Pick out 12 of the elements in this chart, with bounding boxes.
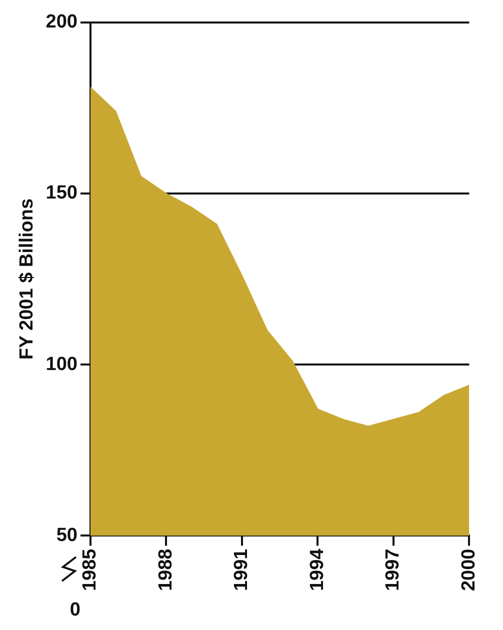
y-tick-label: 100 xyxy=(46,354,78,375)
text: 0 xyxy=(70,600,80,621)
x-tick-label: 1994 xyxy=(306,548,328,592)
y-tick-label: 200 xyxy=(46,12,78,33)
y-tick-label: 150 xyxy=(46,182,78,204)
x-tick-label: 2000 xyxy=(458,548,480,592)
x-tick-label: 1991 xyxy=(231,548,252,592)
x-tick-label: 1988 xyxy=(155,548,176,592)
y-tick-label: 50 xyxy=(56,524,78,546)
x-tick-label: 1997 xyxy=(382,548,404,592)
x-tick-label: 1985 xyxy=(80,548,101,592)
y-axis-title: FY 2001 $ Billions xyxy=(16,198,38,360)
